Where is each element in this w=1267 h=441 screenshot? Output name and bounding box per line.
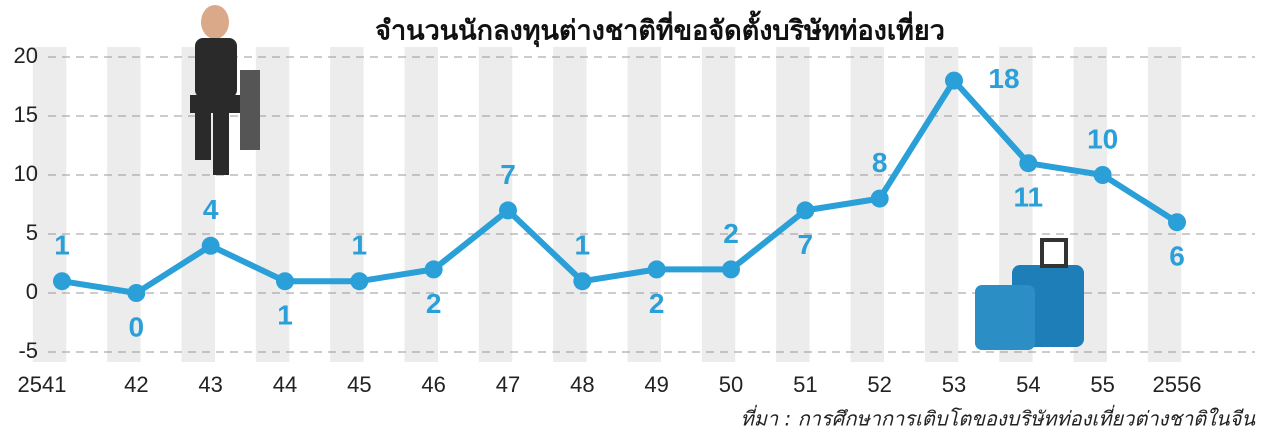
y-tick-label: 10: [14, 161, 38, 186]
data-point: [499, 201, 517, 219]
source-note: ที่มา : การศึกษาการเติบโตของบริษัทท่องเท…: [741, 405, 1257, 431]
value-label: 7: [500, 159, 516, 190]
data-point: [425, 260, 443, 278]
value-label: 6: [1169, 241, 1185, 272]
value-label: 1: [575, 230, 591, 261]
data-point: [871, 190, 889, 208]
x-tick-label: 46: [421, 372, 445, 397]
data-point: [945, 72, 963, 90]
x-tick-label: 52: [867, 372, 891, 397]
y-tick-label: 0: [26, 279, 38, 304]
stripe: [33, 47, 66, 362]
x-tick-label: 44: [273, 372, 297, 397]
value-label: 8: [872, 147, 888, 178]
value-label: 2: [426, 288, 442, 319]
stripe: [553, 47, 586, 362]
data-point: [1168, 213, 1186, 231]
value-label: 0: [129, 311, 145, 342]
value-label: 1: [352, 230, 368, 261]
value-label: 11: [1014, 182, 1044, 213]
data-point: [350, 272, 368, 290]
value-label: 4: [203, 194, 219, 225]
value-label: 1: [277, 300, 293, 331]
value-label: 2: [649, 288, 665, 319]
x-tick-label: 50: [719, 372, 743, 397]
data-point: [202, 237, 220, 255]
data-point: [1094, 166, 1112, 184]
data-point: [796, 201, 814, 219]
chart-title: จำนวนนักลงทุนต่างชาติที่ขอจัดตั้งบริษัทท…: [375, 10, 945, 48]
value-label: 1: [54, 230, 70, 261]
x-tick-label: 2541: [18, 372, 67, 397]
y-tick-label: 20: [14, 43, 38, 68]
stripe: [702, 47, 735, 362]
y-tick-label: -5: [18, 338, 38, 363]
chart: จำนวนนักลงทุนต่างชาติที่ขอจัดตั้งบริษัทท…: [0, 0, 1267, 441]
data-point: [53, 272, 71, 290]
x-tick-label: 47: [496, 372, 520, 397]
data-point: [722, 260, 740, 278]
x-tick-label: 43: [198, 372, 222, 397]
x-tick-label: 48: [570, 372, 594, 397]
x-tick-label: 51: [793, 372, 817, 397]
data-point: [573, 272, 591, 290]
x-tick-label: 49: [644, 372, 668, 397]
value-label: 2: [723, 218, 739, 249]
value-label: 18: [988, 63, 1019, 94]
x-tick-label: 42: [124, 372, 148, 397]
x-tick-label: 45: [347, 372, 371, 397]
value-label: 7: [798, 229, 814, 260]
x-tick-label: 54: [1016, 372, 1040, 397]
man-illustration: [190, 5, 260, 175]
data-point: [1019, 154, 1037, 172]
data-point: [276, 272, 294, 290]
x-tick-label: 53: [942, 372, 966, 397]
data-point: [127, 284, 145, 302]
stripe: [330, 47, 363, 362]
stripe: [925, 47, 958, 362]
x-tick-label: 55: [1090, 372, 1114, 397]
x-tick-label: 2556: [1153, 372, 1202, 397]
data-point: [648, 260, 666, 278]
value-label: 10: [1087, 123, 1118, 154]
y-tick-label: 5: [26, 220, 38, 245]
y-tick-label: 15: [14, 102, 38, 127]
